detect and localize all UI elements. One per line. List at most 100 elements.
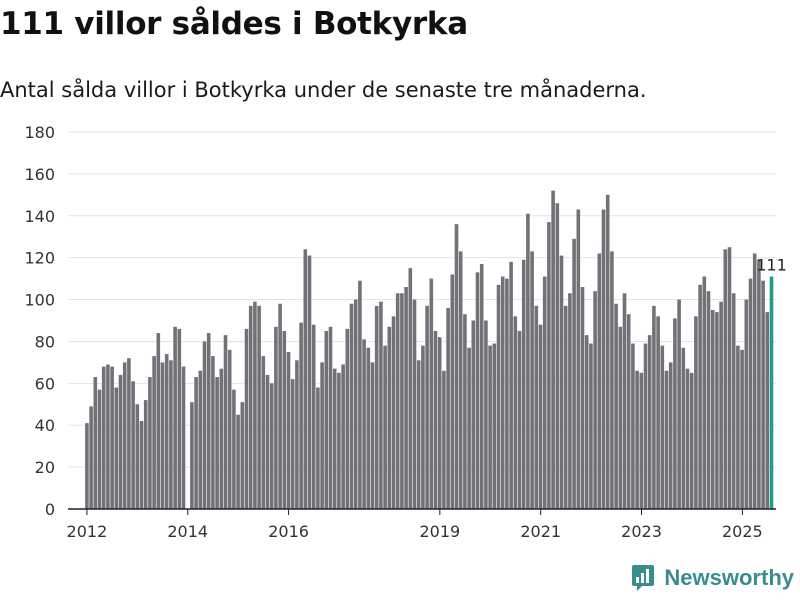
bar <box>593 291 597 509</box>
bar <box>433 330 438 509</box>
bar <box>614 303 618 509</box>
bar <box>93 377 98 509</box>
bar <box>404 286 408 509</box>
bar <box>530 251 534 509</box>
bar <box>559 255 564 509</box>
y-tick-label: 100 <box>24 291 55 310</box>
x-tick-label: 2023 <box>621 522 662 540</box>
bar <box>269 383 274 509</box>
bar <box>135 404 140 509</box>
highlighted-bar <box>769 276 774 509</box>
bar <box>236 414 240 509</box>
bar <box>143 400 148 509</box>
bar <box>219 368 224 509</box>
bar <box>677 299 681 509</box>
bar <box>509 261 513 509</box>
bar <box>458 251 463 509</box>
bar <box>454 224 459 509</box>
bar <box>374 305 379 509</box>
bar <box>341 364 345 509</box>
bar <box>240 402 245 509</box>
bar <box>194 377 198 509</box>
bar <box>206 333 211 509</box>
brand-name: Newsworthy <box>664 565 794 590</box>
bar <box>542 276 547 509</box>
bar <box>521 259 526 509</box>
bar <box>664 370 669 509</box>
bar <box>248 305 253 509</box>
bar <box>215 377 219 509</box>
bar <box>442 370 446 509</box>
bar <box>450 274 455 509</box>
x-tick-label: 2012 <box>67 522 108 540</box>
bar <box>148 377 152 509</box>
bar <box>719 301 723 509</box>
bar <box>563 305 568 509</box>
bar <box>127 358 131 509</box>
bar <box>710 310 715 509</box>
x-tick-label: 2016 <box>268 522 309 540</box>
bar <box>584 335 589 509</box>
y-tick-label: 40 <box>35 416 55 435</box>
bar <box>337 372 341 509</box>
bar <box>370 362 375 509</box>
bar <box>492 343 497 509</box>
bar <box>421 345 425 509</box>
bar <box>761 280 765 509</box>
bar <box>211 356 215 509</box>
chart-subtitle: Antal sålda villor i Botkyrka under de s… <box>0 78 647 102</box>
bar <box>139 421 144 509</box>
bar <box>286 351 291 509</box>
bar <box>547 222 551 510</box>
bar <box>626 314 631 509</box>
bar <box>555 203 560 509</box>
bar <box>765 312 770 509</box>
bar <box>534 305 539 509</box>
bar <box>505 278 509 509</box>
newsworthy-brand: Newsworthy <box>630 564 794 592</box>
bar <box>324 330 329 509</box>
bar <box>551 190 555 509</box>
bar <box>160 362 165 509</box>
y-tick-label: 120 <box>24 249 55 268</box>
bar <box>500 276 505 509</box>
bar <box>261 356 266 509</box>
bar <box>101 366 106 509</box>
bar <box>295 360 299 509</box>
bar <box>328 326 333 509</box>
bar <box>647 335 652 509</box>
bar <box>639 372 644 509</box>
bar <box>379 301 383 509</box>
bar <box>538 324 543 509</box>
bar <box>589 343 593 509</box>
bar <box>332 368 337 509</box>
bar <box>631 343 635 509</box>
bar <box>580 286 585 509</box>
bar <box>227 349 232 509</box>
chart-title: 111 villor såldes i Botkyrka <box>0 6 468 42</box>
bar <box>488 345 492 509</box>
bar <box>752 253 757 509</box>
y-tick-label: 180 <box>24 123 55 142</box>
bar <box>576 209 581 509</box>
bar <box>723 249 728 510</box>
bar <box>635 370 639 509</box>
bar <box>416 360 421 509</box>
bar-chart: 0 20 40 60 80 100 120 140 160 180 111 2012 2014 2016 2… <box>24 123 786 540</box>
bar <box>290 379 295 509</box>
bar <box>673 318 677 509</box>
bar <box>173 326 177 509</box>
bar <box>618 326 623 509</box>
y-tick-label: 60 <box>35 374 55 393</box>
bar <box>622 293 627 509</box>
bar <box>152 356 156 509</box>
bar <box>387 326 392 509</box>
bar <box>349 303 354 509</box>
bar <box>282 330 287 509</box>
bar <box>727 247 732 509</box>
bar <box>311 324 316 509</box>
bar <box>656 316 660 509</box>
bar <box>601 209 606 509</box>
bar <box>316 387 320 509</box>
bar <box>740 349 744 509</box>
